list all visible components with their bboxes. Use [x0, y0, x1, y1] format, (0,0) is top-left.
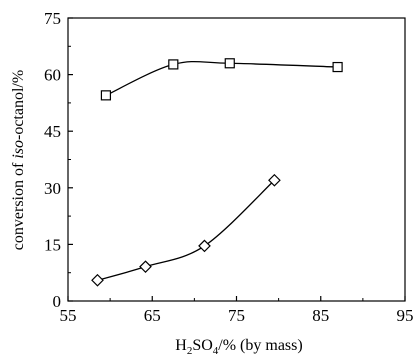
x-tick-label: 95	[397, 306, 414, 325]
data-point-diamond	[268, 173, 281, 187]
data-point-square	[168, 59, 179, 70]
plot-area	[67, 17, 406, 302]
data-point-square	[332, 61, 343, 73]
data-point-square	[100, 90, 112, 101]
y-tick-label: 15	[44, 235, 61, 254]
y-tick-label: 0	[53, 292, 62, 311]
x-tick-label: 75	[228, 306, 245, 325]
y-tick-label: 60	[44, 66, 61, 85]
data-point-diamond	[139, 260, 152, 274]
x-axis-title: H2SO4/% (by mass)	[175, 337, 302, 356]
data-point-square	[224, 58, 235, 69]
data-point-diamond	[91, 273, 104, 287]
x-tick-label: 85	[312, 306, 329, 325]
series-line	[105, 60, 338, 96]
x-title-h: H	[175, 337, 187, 354]
x-tick-label: 55	[60, 306, 77, 325]
y-title-italic: iso	[10, 140, 27, 159]
y-title-post: -octanol/%	[10, 70, 27, 140]
x-title-so: SO	[192, 337, 212, 354]
x-title-rest: /% (by mass)	[218, 337, 302, 354]
y-tick-label: 30	[44, 179, 61, 198]
x-title-sub2: 2	[187, 345, 193, 356]
tick-layer: 55 65 75 85 95 0 15 30 45 60 75	[44, 9, 414, 325]
y-tick-label: 45	[44, 122, 61, 141]
series-layer	[91, 58, 343, 287]
x-tick-label: 65	[144, 306, 161, 325]
y-title-pre: conversion of	[10, 159, 27, 251]
plot-frame	[67, 17, 406, 302]
data-point-diamond	[198, 239, 211, 253]
y-tick-label: 75	[44, 9, 61, 28]
series-line	[97, 179, 275, 281]
x-title-sub4: 4	[213, 345, 219, 356]
y-axis-title: conversion of iso-octanol/%	[10, 70, 27, 250]
